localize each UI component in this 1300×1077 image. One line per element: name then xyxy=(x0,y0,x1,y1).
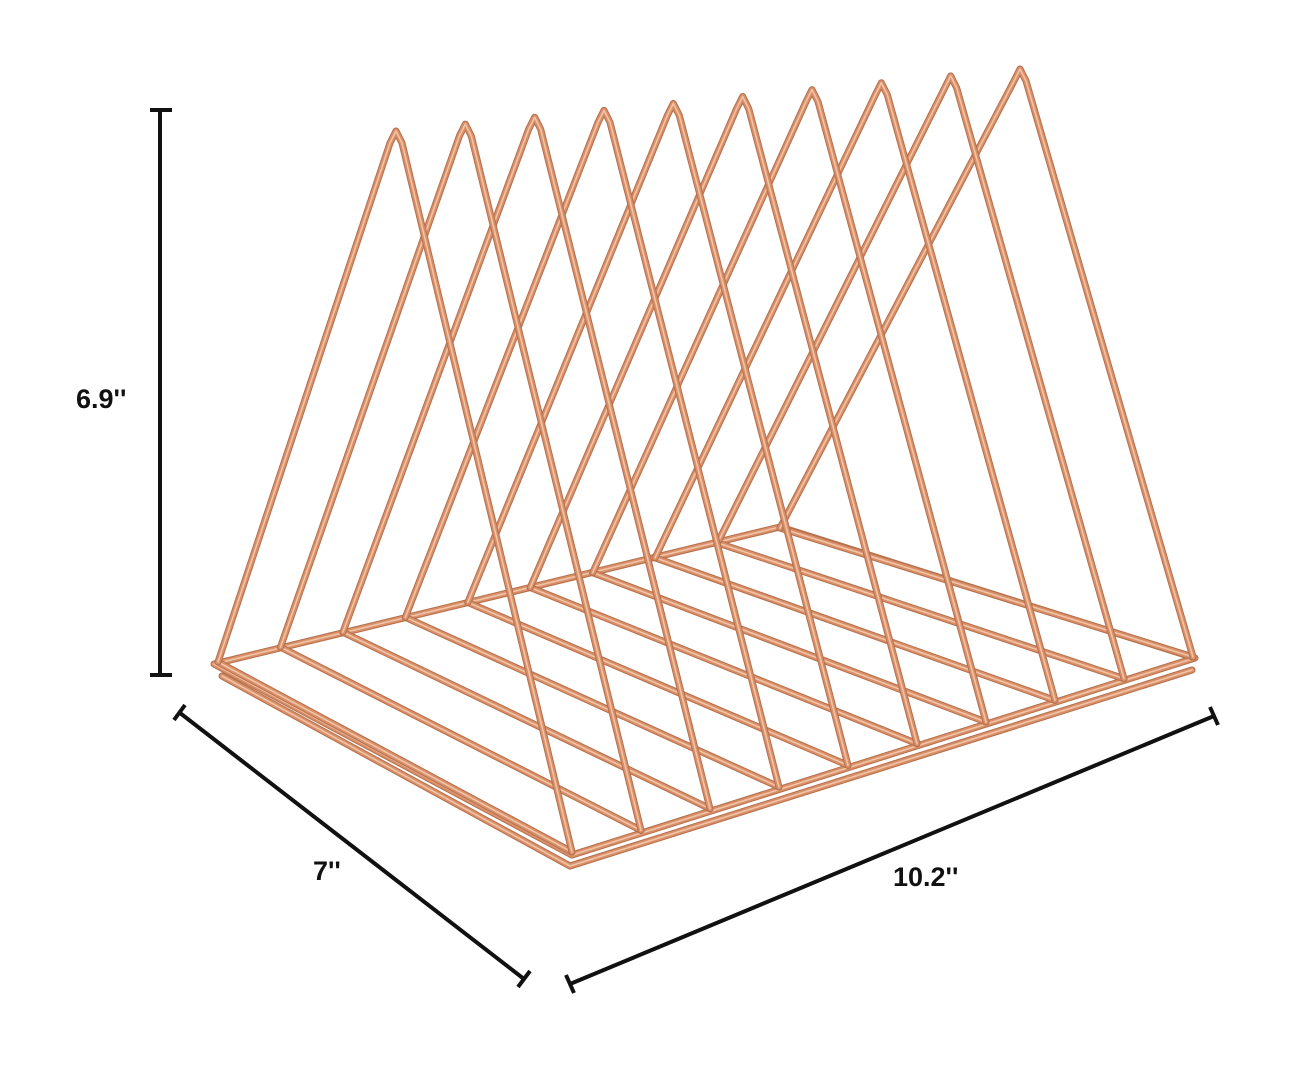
triangle-divider-10-highlight xyxy=(779,68,1194,658)
triangle-divider-1-highlight xyxy=(217,130,573,853)
triangle-divider-3-highlight xyxy=(342,116,711,810)
width-dimension-tick-end xyxy=(1208,706,1220,726)
depth-dimension-line xyxy=(178,711,526,981)
depth-dimension-tick-end xyxy=(516,969,532,989)
base-rail-1-highlight xyxy=(217,661,573,853)
depth-dimension-tick-start xyxy=(172,703,187,722)
base-rail-8-highlight xyxy=(654,556,1056,702)
triangle-divider-7-highlight xyxy=(591,88,987,723)
width-dimension-tick-start xyxy=(564,974,576,994)
base-rail-4-highlight xyxy=(404,616,780,788)
base-rail-7-highlight xyxy=(591,571,987,723)
base-frame-lower-highlight xyxy=(221,669,1193,867)
depth-dimension-label: 7'' xyxy=(313,856,341,886)
triangle-divider-9-highlight xyxy=(716,75,1125,680)
width-dimension-label: 10.2'' xyxy=(893,862,959,892)
base-rail-6-highlight xyxy=(529,586,918,745)
base-rail-5-highlight xyxy=(466,601,849,767)
height-dimension-label: 6.9'' xyxy=(76,384,127,414)
base-rail-2-highlight xyxy=(279,646,642,832)
base-rail-3-highlight xyxy=(342,631,711,810)
triangle-divider-6-highlight xyxy=(529,95,918,745)
base-rail-10-highlight xyxy=(779,527,1194,658)
width-dimension-line xyxy=(569,714,1215,986)
triangle-divider-5-highlight xyxy=(466,102,849,767)
triangle-divider-2-highlight xyxy=(279,123,642,832)
base-rail-9-highlight xyxy=(716,542,1125,680)
triangle-divider-4-highlight xyxy=(404,109,780,788)
triangle-divider-8-highlight xyxy=(654,81,1056,702)
